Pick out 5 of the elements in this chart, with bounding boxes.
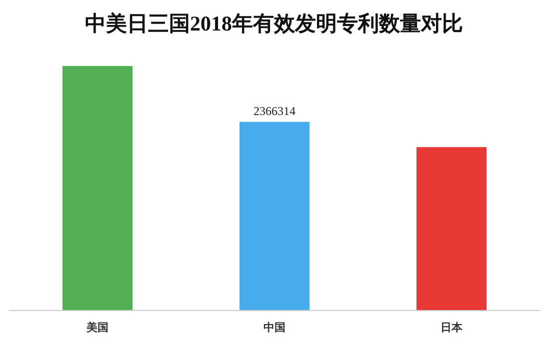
chart-title: 中美日三国2018年有效发明专利数量对比	[85, 12, 463, 36]
x-tick-label: 中国	[264, 321, 286, 334]
data-label: 2366314	[254, 104, 296, 118]
x-tick-label: 日本	[440, 321, 464, 334]
x-tick-label: 美国	[86, 321, 108, 334]
